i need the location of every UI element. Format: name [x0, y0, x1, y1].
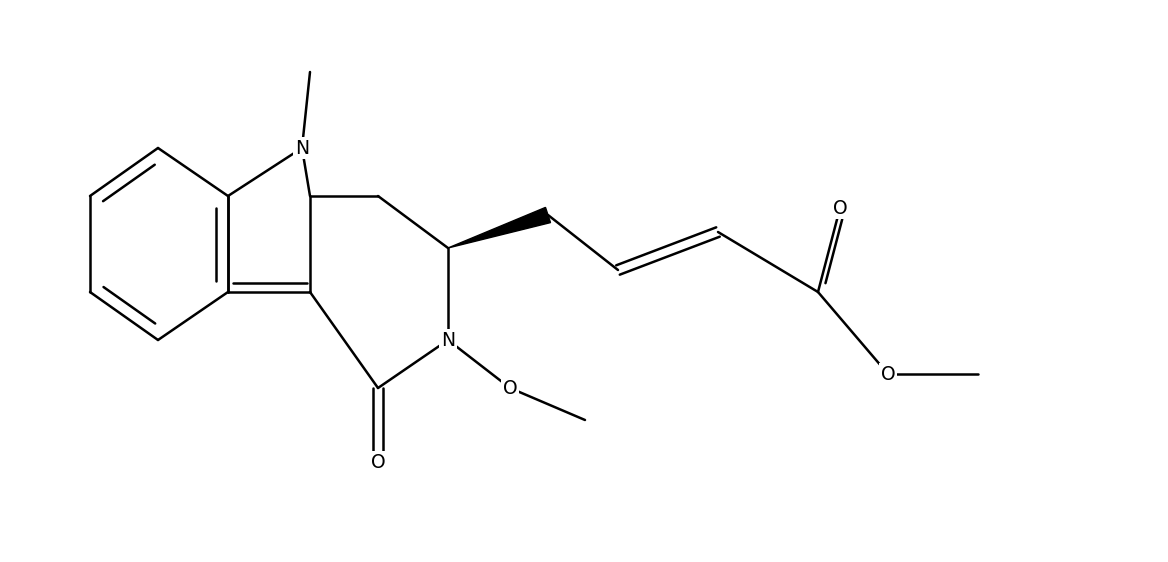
- Polygon shape: [449, 207, 550, 248]
- Text: N: N: [296, 138, 310, 157]
- Text: O: O: [833, 198, 847, 217]
- Text: N: N: [442, 330, 456, 350]
- Text: O: O: [881, 365, 896, 383]
- Text: O: O: [370, 452, 385, 472]
- Text: O: O: [502, 378, 517, 397]
